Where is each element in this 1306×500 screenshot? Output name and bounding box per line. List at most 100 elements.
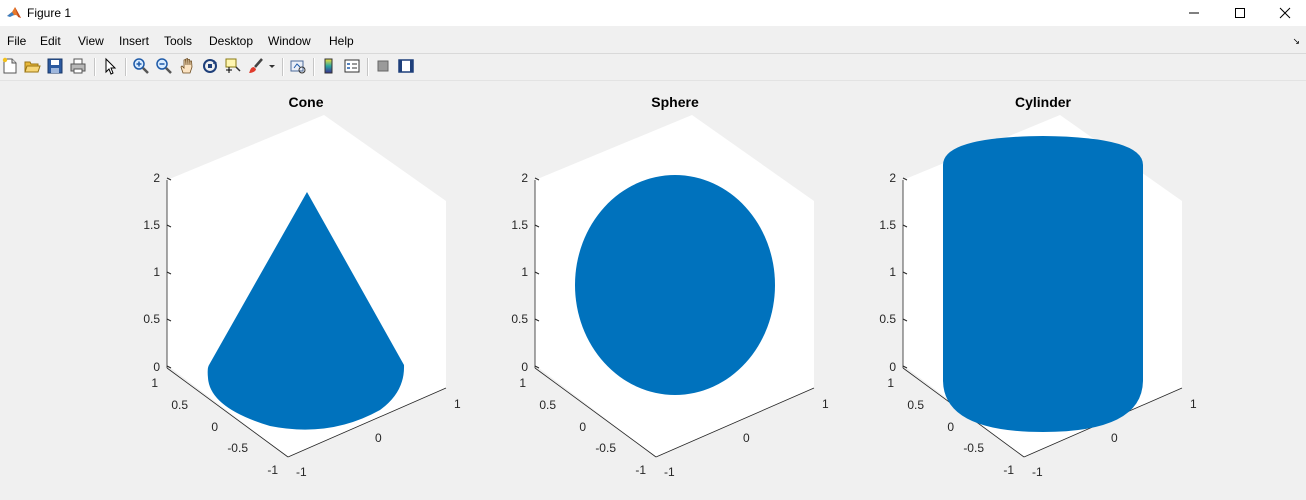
data-cursor-icon[interactable]	[224, 57, 242, 75]
y-tick-label: 1	[151, 376, 158, 390]
z-axis-ticks	[902, 177, 908, 369]
maximize-icon	[1235, 8, 1245, 18]
save-icon[interactable]	[46, 57, 64, 75]
x-tick-label: -1	[296, 465, 307, 479]
menu-edit[interactable]: Edit	[40, 34, 61, 48]
y-tick-label: 0.5	[907, 398, 924, 412]
axes-title: Cone	[289, 94, 324, 110]
minimize-icon	[1189, 12, 1199, 14]
x-tick-label: 1	[1190, 397, 1197, 411]
x-tick-label: 0	[743, 431, 750, 445]
z-tick-label: 1.5	[143, 218, 160, 232]
y-tick-label: -0.5	[595, 441, 616, 455]
x-axis-line	[287, 387, 447, 458]
y-axis-line	[166, 367, 289, 458]
y-tick-label: 0.5	[539, 398, 556, 412]
z-axis-ticks	[534, 177, 540, 369]
window-title: Figure 1	[27, 6, 72, 20]
new-figure-icon[interactable]	[1, 57, 19, 75]
y-tick-label: 0.5	[171, 398, 188, 412]
axes-sphere[interactable]: Sphere 0 0.5 1 1.5 2 1 0.5 0 -0.5 -1 -1 …	[511, 94, 829, 479]
x-tick-label: -1	[1032, 465, 1043, 479]
sphere-scatter-data	[575, 175, 775, 395]
z-tick-label: 2	[153, 171, 160, 185]
menu-window[interactable]: Window	[268, 34, 311, 48]
close-button[interactable]	[1262, 0, 1306, 26]
figure-canvas[interactable]: Cone 0 0.5 1 1.5 2 1 0.5 0 -0.5 -1	[0, 82, 1306, 500]
z-axis-ticks	[166, 177, 172, 369]
z-tick-label: 2	[521, 171, 528, 185]
x-tick-label: -1	[664, 465, 675, 479]
z-tick-label: 1	[153, 265, 160, 279]
minimize-button[interactable]	[1171, 0, 1217, 26]
menu-bar: File Edit View Insert Tools Desktop Wind…	[0, 30, 1306, 52]
z-tick-label: 1	[521, 265, 528, 279]
link-plot-icon[interactable]	[289, 57, 307, 75]
y-tick-label: -1	[267, 463, 278, 477]
x-tick-label: 1	[822, 397, 829, 411]
insert-legend-icon[interactable]	[343, 57, 361, 75]
figure-toolbar	[0, 55, 1306, 79]
y-tick-label: 0	[947, 420, 954, 434]
x-tick-label: 0	[1111, 431, 1118, 445]
z-tick-label: 0.5	[879, 312, 896, 326]
x-axis-line	[655, 387, 815, 458]
toolbar-separator	[282, 58, 284, 76]
y-tick-label: -1	[1003, 463, 1014, 477]
pan-hand-icon[interactable]	[178, 57, 196, 75]
z-tick-label: 0	[153, 360, 160, 374]
x-tick-label: 0	[375, 431, 382, 445]
y-axis-line	[534, 367, 657, 458]
rotate-3d-icon[interactable]	[201, 57, 219, 75]
y-tick-label: -0.5	[227, 441, 248, 455]
maximize-button[interactable]	[1217, 0, 1263, 26]
z-tick-label: 2	[889, 171, 896, 185]
plot-svg: Cone 0 0.5 1 1.5 2 1 0.5 0 -0.5 -1	[143, 94, 1197, 479]
insert-colorbar-icon[interactable]	[320, 57, 338, 75]
z-tick-label: 0	[521, 360, 528, 374]
y-tick-label: 1	[887, 376, 894, 390]
edit-plot-arrow-icon[interactable]	[101, 57, 119, 75]
menu-insert[interactable]: Insert	[119, 34, 150, 48]
axes-title: Sphere	[651, 94, 699, 110]
y-tick-label: 0	[579, 420, 586, 434]
hide-plot-tools-icon[interactable]	[374, 57, 392, 75]
x-tick-label: 1	[454, 397, 461, 411]
close-icon	[1279, 7, 1291, 19]
menu-separator	[0, 53, 1306, 54]
axes-cylinder[interactable]: Cylinder 0 0.5 1 1.5 2 1 0.5 0 -0.5 -1 -…	[879, 94, 1197, 479]
toolbar-separator	[313, 58, 315, 76]
menu-view[interactable]: View	[78, 34, 104, 48]
z-tick-label: 1.5	[511, 218, 528, 232]
toolbar-separator-line	[0, 80, 1306, 81]
dock-figure-icon[interactable]: ↘	[1292, 36, 1300, 46]
toolbar-separator	[125, 58, 127, 76]
z-tick-label: 1.5	[879, 218, 896, 232]
zoom-in-icon[interactable]	[132, 57, 150, 75]
print-icon[interactable]	[69, 57, 87, 75]
menu-tools[interactable]: Tools	[164, 34, 193, 48]
cylinder-scatter-data	[943, 136, 1143, 432]
y-tick-label: -0.5	[963, 441, 984, 455]
z-tick-label: 0.5	[143, 312, 160, 326]
toolbar-separator	[367, 58, 369, 76]
title-bar: Figure 1	[0, 0, 1306, 26]
menu-desktop[interactable]: Desktop	[209, 34, 254, 48]
y-tick-label: -1	[635, 463, 646, 477]
cone-scatter-data	[207, 192, 405, 430]
show-plot-tools-icon[interactable]	[397, 57, 415, 75]
toolbar-separator	[94, 58, 96, 76]
z-tick-label: 1	[889, 265, 896, 279]
y-tick-label: 0	[211, 420, 218, 434]
z-tick-label: 0.5	[511, 312, 528, 326]
zoom-out-icon[interactable]	[155, 57, 173, 75]
open-file-icon[interactable]	[23, 57, 41, 75]
axes-cone[interactable]: Cone 0 0.5 1 1.5 2 1 0.5 0 -0.5 -1	[143, 94, 461, 479]
y-tick-label: 1	[519, 376, 526, 390]
menu-help[interactable]: Help	[329, 34, 354, 48]
brush-icon[interactable]	[247, 57, 265, 75]
axes-title: Cylinder	[1015, 94, 1072, 110]
matlab-logo-icon	[6, 5, 22, 21]
brush-dropdown-icon[interactable]	[267, 57, 277, 75]
menu-file[interactable]: File	[7, 34, 27, 48]
